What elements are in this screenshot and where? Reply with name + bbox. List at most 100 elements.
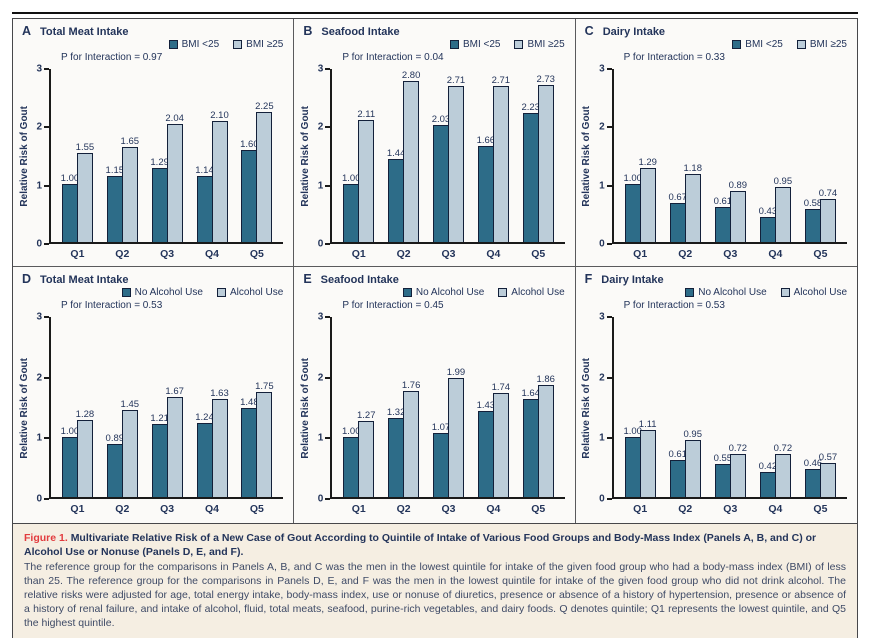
bar-value-label: 1.45 [120,399,140,410]
panel-header: A Total Meat Intake [13,19,293,38]
bar-group-q4: 0.43 0.95 [753,69,798,242]
bar-value-label: 1.07 [431,421,451,433]
legend-swatch-icon [121,288,131,297]
bar-q4-series2: 1.74 [492,382,510,497]
bar-value-label: 0.58 [803,197,823,209]
legend-swatch-icon [402,288,412,297]
legend-label: Alcohol Use [229,287,284,298]
legend-item: BMI <25 [732,39,783,50]
y-axis-label: Relative Risk of Gout [18,106,30,207]
y-tick-mark [44,126,49,129]
y-tick-mark [44,437,49,440]
legend-swatch-icon [233,40,243,49]
bar-value-label: 2.80 [401,69,421,81]
bar-q5-series1: 1.60 [240,139,259,242]
bar-group-q2: 1.15 1.65 [100,69,145,242]
legend-swatch-icon [498,288,508,297]
y-tick-mark [325,376,331,379]
chart-area: Relative Risk of Gout 0 1 2 3 1.00 1.29 0.67 1.1… [580,64,847,260]
bar-group-q2: 1.32 1.76 [381,317,426,497]
y-axis-label: Relative Risk of Gout [581,106,593,207]
bar-group-q4: 1.43 1.74 [471,317,516,497]
bar-value-label: 1.99 [446,366,466,378]
legend-item: Alcohol Use [498,287,565,298]
x-tick-label: Q1 [633,503,648,515]
y-tick-label: 3 [599,63,605,75]
panel-title: Dairy Intake [602,26,666,38]
y-tick-mark [606,68,612,70]
bar-group-q3: 0.61 0.89 [708,69,753,242]
x-tick-label: Q1 [351,248,366,260]
plot-area: 1.00 1.55 1.15 1.65 1.29 2.04 1.14 2.10 1.60 2.25 [49,69,284,244]
x-tick-label: Q1 [633,248,648,260]
chart-panel-b: B Seafood Intake BMI <25 BMI ≥25 P for Inter… [294,19,576,267]
bar-q5-series2: 0.57 [819,452,837,497]
bar-group-q2: 1.44 2.80 [381,69,426,242]
legend-item: BMI ≥25 [514,39,565,50]
bar-value-label: 0.55 [713,453,733,464]
bar-value-label: 0.61 [668,449,688,461]
x-tick-label: Q5 [249,248,264,260]
bar-q2-series1: 0.61 [669,449,687,497]
y-axis: 0 1 2 3 [31,64,49,250]
bar-q5-series2: 1.75 [255,381,274,497]
bar-value-label: 0.57 [818,451,838,463]
y-tick-label: 0 [36,238,42,250]
legend-label: BMI <25 [745,39,783,50]
y-tick-label: 1 [317,180,324,192]
panel-letter: B [303,24,313,38]
x-tick-label: Q4 [486,248,501,260]
x-tick-label: Q2 [115,248,130,260]
panel-header: F Dairy Intake [576,267,857,286]
panel-header: D Total Meat Intake [13,267,293,286]
y-tick-label: 2 [317,121,324,133]
bar-value-label: 1.00 [623,426,642,437]
y-tick-label: 3 [317,311,324,323]
bar-value-label: 0.89 [105,432,125,444]
bar-group-q4: 0.42 0.72 [753,317,798,497]
bar-value-label: 0.61 [713,195,733,207]
bar-value-label: 1.75 [255,381,274,392]
bar-value-label: 0.42 [758,460,778,472]
y-tick-mark [325,184,331,187]
y-tick-mark [606,498,612,500]
chart-area: Relative Risk of Gout 0 1 2 3 1.00 2.11 1.44 2.8… [298,64,565,260]
bar-group-q5: 0.46 0.57 [798,317,843,497]
bar-q5-series1: 1.64 [521,388,540,497]
bar-group-q5: 2.23 2.73 [516,69,561,242]
legend-swatch-icon [732,40,742,49]
panel-header: E Seafood Intake [294,267,574,286]
legend-label: BMI ≥25 [809,39,847,50]
bar-group-q5: 1.64 1.86 [516,317,561,497]
panel-title: Seafood Intake [321,26,400,38]
bar-value-label: 1.63 [210,388,229,400]
bar-q4-series1: 1.24 [195,412,214,497]
y-tick-mark [606,437,612,440]
y-tick-mark [325,126,331,129]
x-tick-label: Q3 [723,248,738,260]
p-interaction-label: P for Interaction = 0.97 [61,52,163,63]
bar-q3-series2: 0.72 [729,443,747,497]
y-tick-label: 2 [36,121,42,133]
y-tick-label: 3 [36,63,42,75]
x-tick-label: Q5 [249,503,264,515]
bar-group-q4: 1.14 2.10 [190,69,235,242]
x-tick-label: Q2 [115,503,130,515]
x-tick-label: Q1 [70,248,85,260]
bar-q4-series1: 1.66 [477,135,495,242]
legend-swatch-icon [168,40,178,49]
bar-value-label: 1.43 [476,400,496,412]
legend-label: BMI <25 [462,39,501,50]
bar-value-label: 1.29 [638,156,657,168]
legend-item: BMI <25 [168,39,219,50]
bar-value-label: 1.21 [150,413,169,425]
y-tick-mark [44,376,49,379]
bar-value-label: 0.43 [758,206,778,218]
bar-q4-series1: 0.42 [759,461,777,497]
x-tick-label: Q3 [160,503,175,515]
chart-area: Relative Risk of Gout 0 1 2 3 1.00 1.11 0.61 0.9… [580,312,847,515]
bar-q3-series2: 1.99 [447,367,465,497]
bar-q3-series1: 2.03 [432,114,450,242]
plot-area: 1.00 1.29 0.67 1.18 0.61 0.89 0.43 0.95 0.58 0.74 [611,69,847,244]
bar-q2-series2: 0.95 [684,429,702,497]
